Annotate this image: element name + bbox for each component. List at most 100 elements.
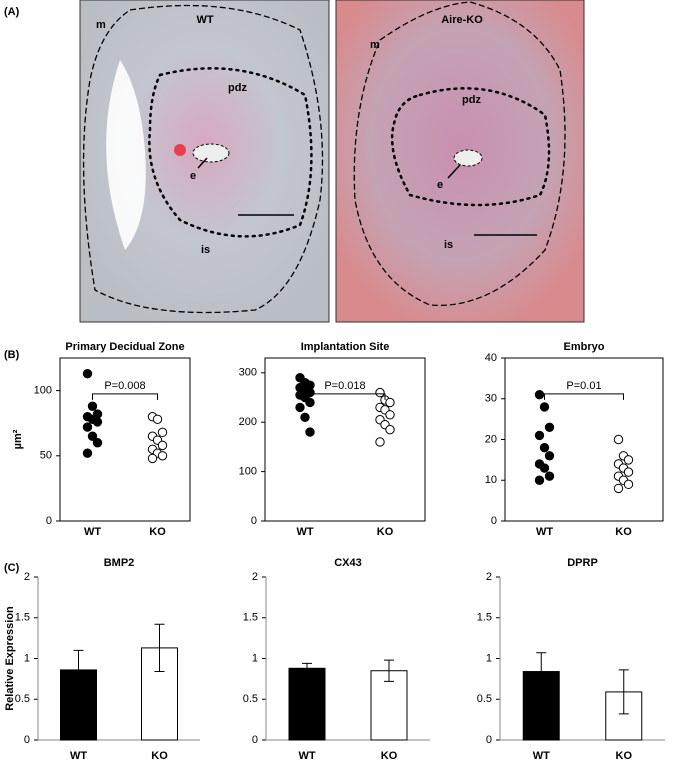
x-tick-label: KO [151, 750, 168, 762]
region-label: e [190, 170, 196, 182]
data-point [539, 463, 550, 473]
data-point [82, 368, 93, 379]
x-tick-label: KO [149, 526, 166, 538]
y-tick-label: 0.5 [243, 693, 258, 705]
error-bar [302, 662, 312, 674]
data-point [157, 427, 168, 438]
data-point [539, 442, 550, 453]
y-tick-label: 0.5 [15, 693, 30, 705]
y-tick-label: 0 [46, 515, 52, 527]
region-label: is [444, 239, 453, 251]
y-tick-label: 200 [239, 416, 257, 428]
image-title: WT [196, 14, 213, 26]
y-tick-label: 30 [485, 393, 497, 405]
x-tick-label: WT [533, 750, 550, 762]
y-tick-label: 1 [24, 652, 30, 664]
data-point [82, 448, 93, 458]
data-point [385, 424, 395, 435]
data-point [157, 440, 168, 451]
y-axis-label: Relative Expression [4, 606, 16, 711]
chart-title: CX43 [334, 557, 362, 569]
y-tick-label: 300 [239, 367, 257, 379]
data-point [544, 422, 555, 432]
data-point [623, 455, 634, 465]
data-point [539, 402, 550, 412]
error-bar [618, 669, 629, 715]
chart-title: Implantation Site [301, 341, 390, 353]
y-tick-label: 1.5 [477, 612, 492, 624]
region-label: m [370, 39, 380, 51]
region-label: e [437, 179, 443, 191]
data-point [623, 467, 634, 477]
chart-title: Primary Decidual Zone [65, 341, 184, 353]
data-point [305, 427, 315, 437]
significance-bracket [544, 393, 624, 400]
annotation: P=0.01 [566, 380, 601, 392]
y-tick-label: 100 [239, 466, 257, 478]
y-tick-label: 0 [252, 734, 258, 746]
x-tick-label: KO [381, 750, 398, 762]
data-point [87, 401, 98, 411]
error-bar [536, 652, 547, 691]
plot-frame [264, 357, 426, 522]
plot-frame [504, 357, 664, 522]
panel-label: (A) [4, 6, 20, 18]
x-tick-label: KO [616, 750, 633, 762]
data-point [92, 438, 103, 448]
y-tick-label: 50 [40, 450, 52, 462]
data-point [534, 389, 545, 400]
y-tick-label: 1 [252, 652, 258, 664]
x-tick-label: WT [296, 526, 313, 538]
data-point [544, 451, 555, 461]
x-tick-label: KO [377, 526, 394, 538]
data-point [613, 434, 624, 445]
y-tick-label: 2 [486, 571, 492, 583]
error-bar [384, 659, 394, 682]
y-tick-label: 2 [252, 571, 258, 583]
chart-title: BMP2 [104, 557, 135, 569]
data-point [157, 451, 168, 461]
data-point [534, 475, 545, 485]
region-label: m [96, 19, 106, 31]
y-tick-label: 0.5 [477, 693, 492, 705]
chart-title: DPRP [567, 557, 598, 569]
x-tick-label: WT [536, 526, 553, 538]
data-point [375, 387, 385, 398]
y-tick-label: 0 [24, 734, 30, 746]
y-axis-label: µm² [12, 429, 24, 449]
x-tick-label: WT [70, 750, 87, 762]
data-point [82, 422, 93, 432]
region-label: is [201, 244, 210, 256]
data-point [385, 397, 395, 408]
y-tick-label: 40 [485, 352, 497, 364]
data-point [385, 410, 395, 420]
error-bar [73, 649, 84, 690]
data-point [613, 483, 624, 494]
panel-label: (B) [4, 349, 20, 361]
y-tick-label: 20 [485, 433, 497, 445]
image-title: Aire-KO [441, 14, 483, 26]
y-tick-label: 0 [486, 734, 492, 746]
data-point [534, 430, 545, 441]
bar [370, 670, 408, 741]
significance-bracket [304, 393, 386, 400]
x-tick-label: KO [615, 526, 632, 538]
data-point [152, 414, 163, 424]
y-tick-label: 1.5 [243, 612, 258, 624]
annotation: P=0.008 [104, 380, 145, 392]
data-point [87, 431, 98, 441]
panel-label: (C) [4, 562, 20, 574]
significance-bracket [92, 393, 158, 400]
y-tick-label: 10 [485, 474, 497, 486]
annotation: P=0.018 [324, 380, 365, 392]
histology-image: Aire-KO m pdz e is [335, 0, 585, 323]
histology-image: WT m pdz e is [79, 0, 330, 323]
region-label: pdz [228, 82, 247, 94]
data-point [623, 479, 634, 490]
y-tick-label: 0 [491, 515, 497, 527]
data-point [544, 471, 555, 481]
data-point [300, 412, 310, 422]
plot-frame [59, 357, 191, 522]
y-tick-label: 2 [24, 571, 30, 583]
